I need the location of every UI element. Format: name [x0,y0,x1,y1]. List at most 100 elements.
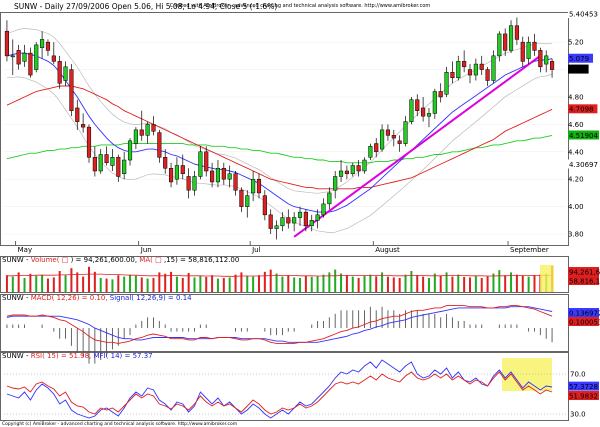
rsi-mfi-lines [6,359,553,419]
candle-body [520,41,525,62]
volume-bar [351,276,354,292]
volume-bar [422,276,425,292]
volume-bars [5,265,554,292]
volume-bar [439,275,442,292]
volume-legend-ma-swatch: □ [155,256,162,264]
candle-body [40,39,45,48]
x-axis-label: August [375,246,400,254]
candle-body [210,170,215,183]
volume-bar [29,273,32,292]
candle-body [415,99,420,111]
candle-body [274,225,279,229]
volume-bar [175,276,178,292]
x-axis-label: May [18,246,32,254]
candle-body [262,195,267,216]
price-right-label: 5.00 [569,66,585,74]
volume-bar [322,274,325,292]
candle-body [92,157,97,172]
candle-body [327,192,332,205]
candle-body [45,41,51,51]
price-ytick-label: 4.80 [568,93,584,101]
candle-body [157,132,162,158]
rsi-legend: SUNW - RSI( 15) = 51.98, MFI( 14) = 57.3… [2,352,153,360]
candle-body [456,61,461,79]
price-right-label: 5.079 [569,55,589,63]
sma200-line [6,134,553,164]
candle-body [239,189,244,207]
candle-body [462,61,467,68]
volume-bar [11,276,14,292]
candle-body [34,44,39,70]
volume-bar [58,271,61,292]
candle-body [69,69,74,111]
volume-bar [82,276,85,292]
candle-body [391,135,396,139]
rsi-legend-rsi-value: 15) = 51.98, [47,352,93,360]
candle-body [491,55,496,81]
volume-bar [152,278,155,292]
candle-body [286,217,291,224]
volume-bar [140,277,143,292]
volume-bar [257,275,260,292]
price-ytick-label: 4.60 [568,121,584,129]
price-right-label: 5.40453 [569,10,598,18]
volume-bar [99,278,102,292]
volume-bar [451,276,454,292]
volume-bar [433,273,436,292]
rsi-highlight [502,358,552,391]
candle-body [104,154,109,164]
volume-bar [486,276,489,292]
volume-bar [340,273,343,292]
chart-title: SUNW - Daily 27/09/2006 Open 5.06, Hi 5.… [14,2,277,11]
volume-bar [181,278,184,292]
volume-ma-line [6,273,553,277]
candle-body [485,69,490,81]
volume-bar [492,273,495,292]
candle-body [10,55,15,58]
volume-bar [164,273,167,292]
price-right-label: 4.51904 [569,132,598,140]
volume-bar [105,278,108,292]
macd-legend: SUNW - MACD( 12,26) = 0.10, Signal( 12,2… [2,294,192,302]
macd-legend-signal-value: 12,26,9) = 0.14 [136,294,192,302]
candle-body [168,167,174,183]
rsi-level-label: 70.0 [570,371,586,379]
candle-body [204,151,209,172]
candle-body [350,165,355,174]
macd-lines [6,305,553,344]
volume-bar [463,276,466,292]
candle-body [22,52,27,62]
volume-bar [123,276,126,292]
x-axis-label: Jun [140,246,152,254]
volume-bar [533,275,536,292]
volume-bar [469,277,472,292]
candle-body [151,124,156,132]
volume-legend-ma-value: ,15) = 58,816,112.00 [164,256,239,264]
candle-body [532,41,537,51]
volume-legend-vol-value: ) = 94,261,600.00, [71,256,140,264]
macd-right-label-bg [568,317,599,326]
candle-body [110,157,115,166]
volume-legend-vol: Volume( [31,256,60,264]
candle-body [432,91,437,114]
x-axis-label: Jul [251,246,261,254]
candle-body [438,91,443,98]
volume-bar [111,279,114,292]
volume-right-label: 94,261,600 [569,268,600,276]
volume-bar [410,271,413,292]
candle-body [221,167,226,180]
price-right-label-bg [568,53,593,63]
volume-bar [293,277,296,292]
candle-body [380,129,385,150]
candle-body [297,211,303,218]
volume-legend-vol-swatch: □ [62,256,69,264]
candle-body [251,178,256,194]
rsi-legend-rsi: RSI( [31,352,45,360]
rsi-right-label-bg [568,381,599,391]
price-right-label-bg [568,64,589,74]
candle-body [473,63,478,76]
volume-bar [457,274,460,292]
volume-bar [281,276,284,292]
volume-bar [287,275,290,292]
